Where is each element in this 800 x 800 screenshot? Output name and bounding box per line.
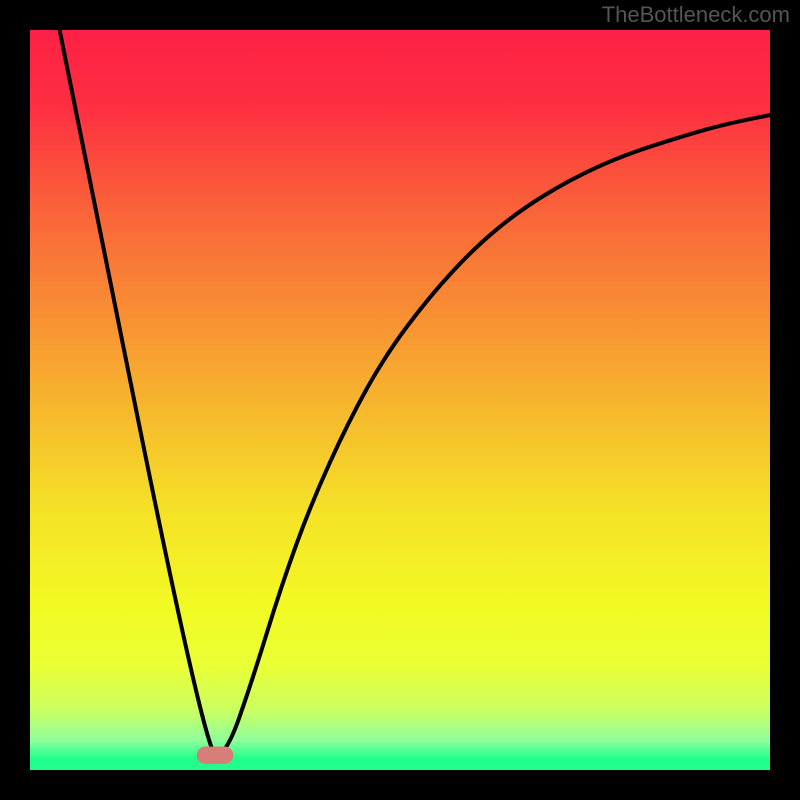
plot-background [30,30,770,770]
optimum-marker [197,747,233,763]
attribution-label: TheBottleneck.com [602,2,790,28]
chart-frame: TheBottleneck.com [0,0,800,800]
bottleneck-curve-chart [0,0,800,800]
